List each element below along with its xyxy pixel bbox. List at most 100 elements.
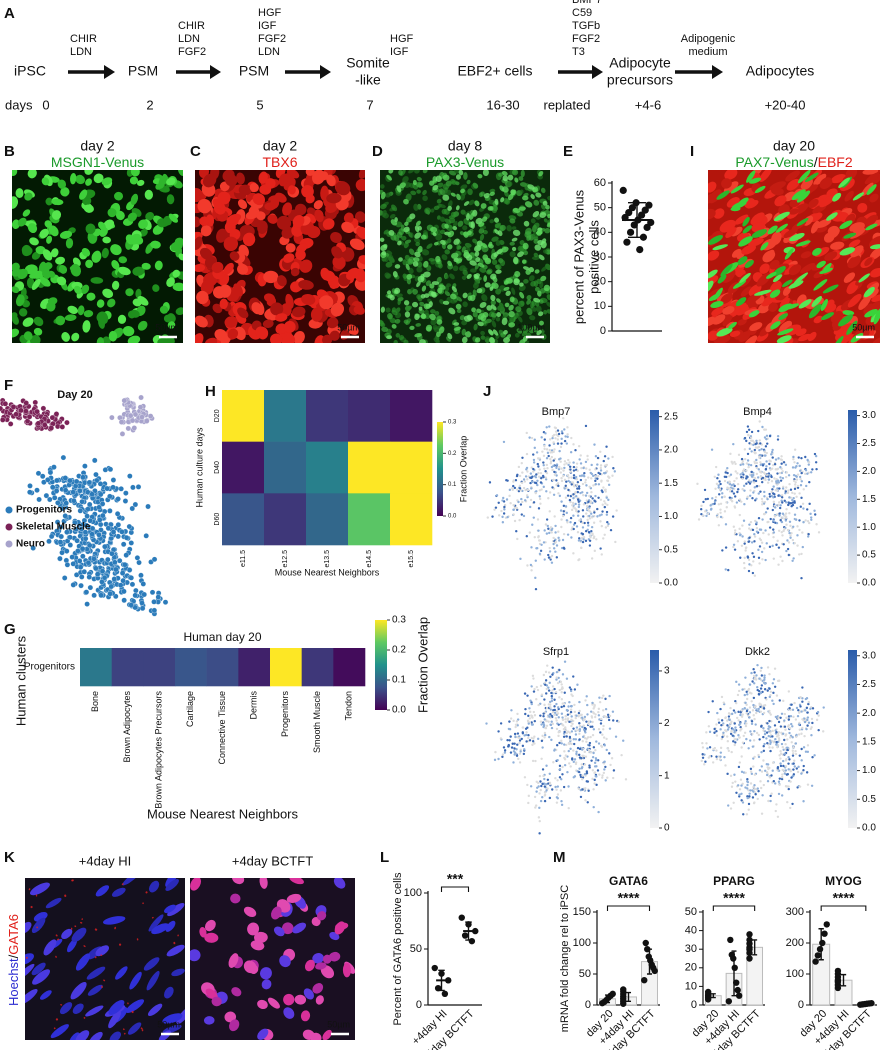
umap-cell (128, 602, 134, 608)
cell (313, 200, 323, 210)
umap-cell (755, 526, 759, 530)
umap-cell (572, 465, 576, 469)
umap-cell (753, 477, 757, 480)
umap-cell (795, 506, 799, 510)
umap-cell (805, 484, 808, 488)
cell (57, 179, 67, 189)
umap-cell (768, 462, 771, 466)
umap-cell (570, 704, 573, 708)
cell (448, 217, 456, 224)
cell (122, 326, 135, 337)
umap-cell (591, 497, 594, 500)
umap-cell (721, 549, 724, 552)
cell (389, 213, 396, 219)
umap-cell (538, 497, 542, 501)
umap-cell (563, 547, 566, 550)
cell (88, 1031, 103, 1040)
umap-cell (583, 763, 587, 766)
colorbar (375, 620, 387, 710)
cell (495, 288, 502, 295)
day-label: replated (544, 97, 591, 112)
umap-cell (569, 451, 573, 454)
umap-cell (86, 574, 93, 580)
umap-cell (563, 691, 566, 694)
cell (69, 265, 79, 272)
umap-cell (788, 511, 791, 515)
umap-cell (581, 491, 584, 494)
umap-cell (144, 418, 150, 424)
umap-cell (585, 780, 588, 783)
umap-cell (527, 734, 530, 737)
umap-cell (545, 490, 548, 493)
umap-cell (800, 552, 803, 556)
umap-cell (723, 479, 727, 483)
umap-cell (548, 425, 551, 428)
cell (291, 223, 304, 237)
colorbar-tick-label: 0.2 (392, 645, 406, 656)
umap-cell (508, 739, 511, 742)
umap-cell (32, 399, 39, 406)
cell (457, 220, 464, 227)
umap-cell (523, 480, 527, 483)
umap-cell (582, 466, 585, 470)
umap-cell (577, 558, 580, 562)
umap-cell (770, 479, 774, 483)
umap-cell (604, 502, 607, 505)
cell (418, 339, 426, 343)
cell (418, 306, 423, 311)
cell (527, 184, 535, 190)
umap-cell (563, 756, 566, 760)
cell (830, 241, 845, 250)
cell (509, 296, 515, 303)
umap-cell (739, 722, 742, 725)
umap-cell (564, 715, 567, 718)
cell (231, 987, 242, 997)
umap-cell (760, 674, 764, 677)
umap-cell (758, 545, 762, 548)
umap-cell (162, 599, 169, 605)
umap-cell (83, 589, 90, 595)
stain-label: MSGN1-Venus (51, 154, 144, 170)
cell (129, 971, 142, 990)
umap-cell (77, 508, 84, 514)
cell (439, 216, 446, 222)
umap-cell (561, 716, 564, 719)
cell (543, 249, 548, 254)
umap-cell (552, 441, 555, 444)
umap-cell (568, 686, 572, 689)
cell (278, 173, 288, 187)
umap-cell (597, 810, 600, 814)
umap-cell (778, 506, 782, 510)
cell (148, 914, 164, 932)
cell (109, 1031, 122, 1040)
cell (452, 226, 458, 231)
umap-cell (758, 562, 761, 565)
cell (491, 282, 499, 289)
umap-cell (574, 490, 577, 494)
umap-cell (511, 487, 514, 490)
umap-cell (615, 509, 618, 512)
cell (31, 962, 46, 976)
cell (453, 238, 460, 245)
umap-cell (606, 479, 609, 482)
umap-cell (48, 533, 55, 540)
umap-cell (562, 469, 565, 472)
umap-cell (13, 411, 19, 418)
umap-cell (792, 557, 795, 560)
umap-cell (554, 785, 557, 789)
umap-cell (780, 462, 783, 465)
day-label: 2 (146, 97, 153, 112)
data-point (623, 238, 631, 246)
cell (67, 305, 79, 314)
umap-cell (598, 773, 601, 776)
cell (70, 981, 87, 1000)
umap-cell (751, 571, 755, 575)
cell (256, 211, 266, 221)
umap-cell (587, 509, 591, 512)
umap-cell (555, 466, 558, 470)
cell (415, 241, 421, 247)
cell (453, 322, 460, 326)
umap-cell (558, 768, 562, 771)
cell (483, 275, 488, 282)
